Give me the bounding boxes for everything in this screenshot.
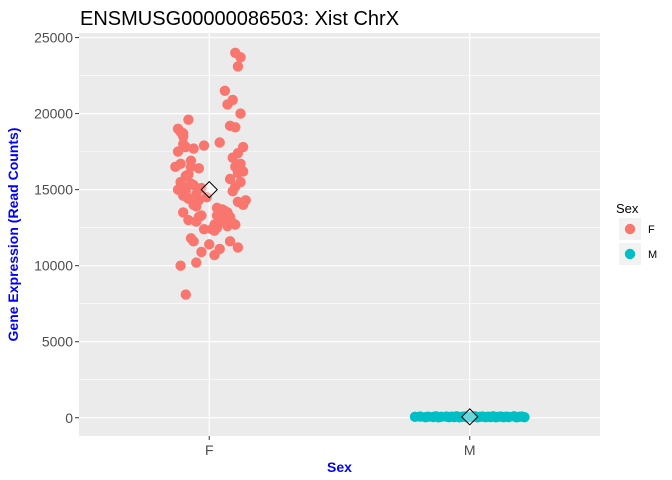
chart-title: ENSMUSG00000086503: Xist ChrX [80,8,399,30]
mean-marker-M [461,408,479,426]
legend: Sex F M [616,201,657,265]
data-point-F [185,161,197,173]
data-point-F [227,152,238,163]
data-point-M [519,411,530,423]
data-point-F [188,236,199,247]
y-tick-label: 5000 [42,334,73,350]
data-point-F [196,182,207,194]
data-point-F [204,239,215,250]
y-tick-label: 10000 [34,258,73,274]
data-point-F [188,179,199,191]
y-tick-label: 20000 [34,106,73,122]
data-point-F [178,207,189,218]
data-point-F [237,199,249,211]
data-point-F [188,143,199,154]
data-point-F [183,214,194,226]
data-point-F [180,289,192,300]
legend-key-F [624,223,636,235]
legend-title: Sex [616,201,639,216]
y-tick-label: 25000 [34,30,73,46]
data-point-F [222,99,233,110]
data-point-F [224,236,236,247]
data-point-F [198,223,210,235]
data-point-F [232,167,244,179]
data-points [170,47,530,423]
y-axis-label: Gene Expression (Read Counts) [5,128,21,342]
data-point-F [170,161,181,173]
data-point-F [196,210,207,221]
data-point-F [201,192,212,203]
data-point-F [178,138,189,150]
x-axis-label: Sex [327,459,352,475]
data-point-F [196,246,207,258]
data-point-F [219,85,231,96]
data-point-F [224,120,236,131]
data-point-F [191,257,202,268]
legend-label-M: M [648,249,657,261]
plot-panel [79,33,600,436]
data-point-F [178,128,189,139]
data-point-F [227,185,238,197]
data-point-F [209,225,220,236]
data-point-F [224,173,236,185]
x-tick-label: M [464,442,476,458]
data-point-F [217,216,228,227]
y-tick-label: 15000 [34,182,73,198]
data-point-F [232,242,244,253]
data-point-F [235,108,246,119]
x-tick-label: F [205,442,214,458]
mean-marker-F [200,180,218,199]
data-point-F [230,47,241,58]
legend-key-M [624,248,636,260]
data-point-F [191,201,202,212]
data-point-F [209,249,220,261]
legend-label-F: F [648,224,655,236]
y-axis-ticks: 0 5000 10000 15000 20000 25000 [34,30,79,426]
grid-lines [79,33,600,436]
data-point-F [230,219,241,230]
data-point-F [178,181,189,192]
data-point-F [198,140,210,151]
data-point-F [193,163,205,174]
data-point-F [214,137,225,148]
data-point-F [172,146,184,157]
y-tick-label: 0 [65,410,73,426]
data-point-F [232,61,244,72]
data-point-F [175,260,186,271]
mean-markers [200,180,479,426]
data-point-F [183,114,194,125]
